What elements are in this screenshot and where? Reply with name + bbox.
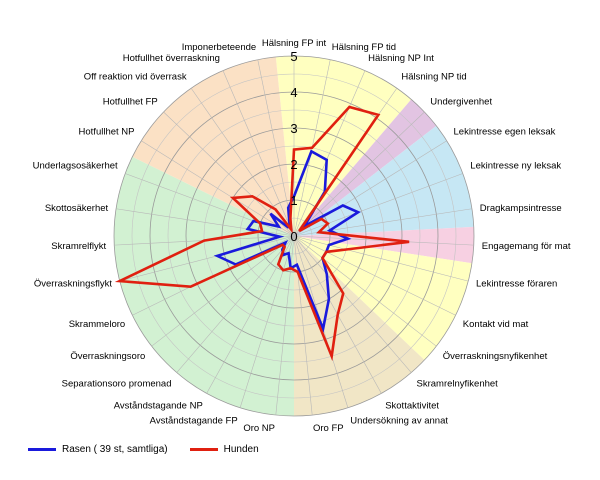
category-label-4: Undergivenhet	[430, 97, 492, 108]
category-label-0: Hälsning FP int	[262, 38, 327, 49]
grid-spoke-8	[293, 235, 474, 246]
category-label-11: Överraskningsnyfikenhet	[443, 351, 548, 362]
category-label-29: Hotfullhet överraskning	[123, 53, 220, 64]
category-label-3: Hälsning NP tid	[401, 72, 466, 83]
category-label-15: Oro FP	[313, 423, 344, 434]
tick-label-1: 1	[290, 193, 297, 208]
legend: Rasen ( 39 st, samtliga) Hunden	[28, 444, 259, 455]
category-label-30: Imponerbeteende	[182, 42, 256, 53]
category-label-18: Avståndstagande NP	[114, 400, 203, 411]
legend-swatch-hunden	[189, 448, 218, 451]
grid-spoke-19	[176, 235, 295, 373]
category-label-13: Skottaktivitet	[385, 400, 439, 411]
grid-spoke-11	[293, 235, 437, 347]
grid-spoke-17	[239, 235, 295, 408]
grid-spoke-9	[293, 235, 469, 282]
category-label-2: Hälsning NP Int	[368, 53, 434, 64]
category-label-19: Separationsoro promenad	[62, 379, 172, 390]
grid-spoke-26	[141, 140, 295, 237]
category-label-6: Lekintresse ny leksak	[470, 161, 561, 172]
series-line-0	[213, 149, 361, 334]
grid-spoke-12	[293, 235, 412, 373]
grid-spoke-29	[222, 70, 295, 237]
sector-6	[114, 156, 294, 416]
legend-label-rasen: Rasen ( 39 st, samtliga)	[62, 444, 168, 455]
category-label-25: Underlagsosäkerhet	[33, 161, 118, 172]
category-label-22: Överraskningsflykt	[34, 279, 112, 290]
grid-spoke-4	[293, 111, 425, 237]
grid-spoke-25	[125, 173, 295, 237]
series-lines	[114, 105, 410, 362]
category-label-7: Dragkampsintresse	[480, 203, 562, 214]
category-label-24: Skottosäkerhet	[45, 203, 109, 214]
legend-swatch-rasen	[28, 448, 56, 451]
radial-tick-labels: 0 1 2 3 4 5	[290, 49, 297, 244]
legend-item-rasen: Rasen ( 39 st, samtliga)	[28, 444, 168, 455]
category-label-1: Hälsning FP tid	[332, 42, 396, 53]
grid-spoke-24	[116, 208, 295, 237]
category-label-28: Off reaktion vid överrask	[84, 72, 187, 83]
grid-spoke-10	[293, 235, 456, 316]
tick-label-3: 3	[290, 121, 297, 136]
grid-spoke-20	[151, 235, 295, 347]
legend-label-hunden: Hunden	[223, 444, 259, 455]
category-label-21: Skrammeloro	[69, 319, 126, 330]
category-label-16: Oro NP	[243, 423, 275, 434]
category-label-17: Avståndstagande FP	[150, 415, 238, 426]
grid-spoke-22	[119, 235, 295, 282]
grid-spoke-6	[293, 173, 463, 237]
category-label-27: Hotfullhet FP	[103, 97, 158, 108]
tick-label-5: 5	[290, 49, 297, 64]
tick-label-2: 2	[290, 157, 297, 172]
category-label-5: Lekintresse egen leksak	[454, 127, 556, 138]
sector-0	[275, 56, 412, 237]
category-label-26: Hotfullhet NP	[79, 127, 135, 138]
legend-item-hunden: Hunden	[189, 444, 259, 455]
series-line-1	[114, 105, 410, 362]
category-label-20: Överraskningsoro	[70, 351, 145, 362]
category-label-23: Skramrelflykt	[51, 241, 106, 252]
grid-spoke-2	[293, 70, 366, 237]
category-label-8: Engagemang för mat	[482, 241, 571, 252]
category-label-12: Skramrelnyfikenhet	[417, 379, 499, 390]
tick-label-0: 0	[290, 229, 297, 244]
category-label-9: Lekintresse föraren	[476, 279, 557, 290]
category-label-14: Undersökning av annat	[350, 415, 448, 426]
tick-label-4: 4	[290, 85, 297, 100]
sector-7	[132, 56, 294, 236]
category-label-10: Kontakt vid mat	[463, 319, 529, 330]
